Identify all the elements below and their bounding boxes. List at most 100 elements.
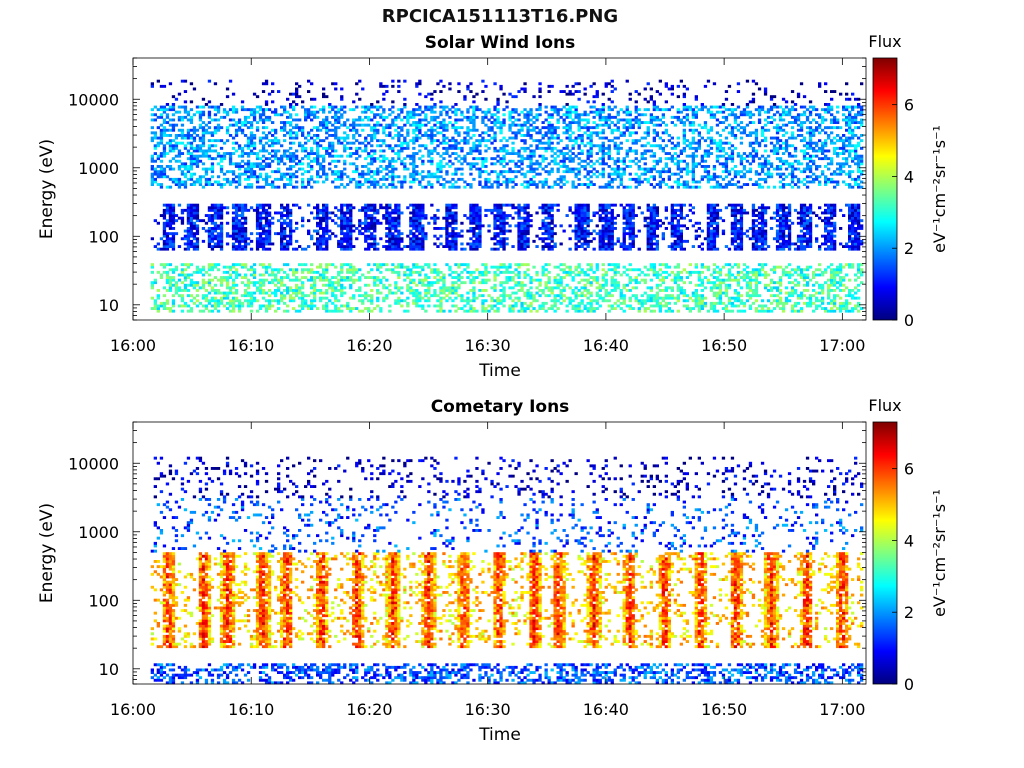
heatmap-cell	[538, 172, 542, 176]
heatmap-cell	[523, 242, 527, 246]
heatmap-cell	[310, 136, 314, 140]
heatmap-cell	[234, 214, 239, 217]
heatmap-cell	[478, 221, 482, 225]
heatmap-cell	[385, 247, 389, 251]
heatmap-cell	[469, 167, 473, 171]
heatmap-cell	[508, 304, 512, 308]
heatmap-cell	[301, 177, 305, 181]
heatmap-cell	[267, 265, 272, 269]
heatmap-cell	[304, 115, 308, 119]
heatmap-cell	[267, 304, 272, 308]
heatmap-cell	[583, 167, 587, 171]
heatmap-cell	[264, 162, 269, 166]
heatmap-cell	[228, 118, 233, 122]
heatmap-cell	[565, 214, 569, 217]
heatmap-cell	[225, 110, 230, 114]
heatmap-cell	[469, 203, 473, 207]
heatmap-cell	[322, 108, 326, 112]
heatmap-cell	[210, 134, 215, 137]
heatmap-cell	[343, 172, 347, 176]
heatmap-cell	[439, 110, 443, 114]
heatmap-cell	[183, 289, 188, 292]
heatmap-cell	[162, 232, 167, 236]
heatmap-cell	[258, 108, 263, 112]
heatmap-cell	[171, 219, 176, 223]
heatmap-cell	[168, 309, 173, 313]
heatmap-cell	[186, 177, 191, 181]
heatmap-cell	[304, 304, 308, 308]
heatmap-cell	[346, 242, 350, 246]
heatmap-cell	[267, 206, 272, 210]
heatmap-cell	[261, 131, 266, 135]
heatmap-cell	[547, 115, 551, 119]
heatmap-cell	[358, 229, 362, 233]
heatmap-cell	[526, 224, 530, 228]
heatmap-cell	[313, 141, 317, 145]
heatmap-cell	[508, 296, 512, 300]
heatmap-cell	[162, 234, 167, 238]
heatmap-cell	[547, 113, 551, 117]
heatmap-cell	[511, 115, 515, 119]
heatmap-cell	[195, 227, 200, 230]
heatmap-cell	[460, 296, 464, 300]
heatmap-cell	[153, 304, 157, 308]
heatmap-cell	[174, 141, 179, 145]
heatmap-cell	[520, 208, 524, 212]
heatmap-cell	[496, 268, 500, 272]
heatmap-cell	[186, 242, 191, 246]
heatmap-cell	[346, 206, 350, 210]
heatmap-cell	[499, 221, 503, 225]
heatmap-cell	[478, 237, 482, 241]
heatmap-cell	[517, 242, 521, 246]
heatmap-cell	[255, 185, 260, 189]
heatmap-cell	[577, 309, 581, 313]
heatmap-cell	[580, 234, 584, 238]
heatmap-cell	[231, 118, 236, 122]
heatmap-cell	[427, 154, 431, 158]
heatmap-cell	[183, 90, 188, 93]
heatmap-cell	[370, 136, 374, 140]
heatmap-cell	[445, 123, 449, 127]
heatmap-cell	[298, 144, 302, 148]
heatmap-cell	[502, 123, 506, 127]
heatmap-cell	[219, 245, 224, 248]
heatmap-cell	[373, 247, 377, 251]
heatmap-cell	[511, 291, 515, 295]
heatmap-cell	[331, 232, 335, 236]
heatmap-cell	[237, 172, 242, 176]
heatmap-cell	[280, 211, 284, 215]
heatmap-cell	[165, 245, 170, 248]
heatmap-cell	[180, 219, 185, 223]
heatmap-cell	[574, 90, 578, 93]
heatmap-cell	[249, 172, 254, 176]
heatmap-cell	[556, 126, 560, 130]
heatmap-cell	[481, 165, 485, 168]
heatmap-cell	[274, 294, 278, 298]
heatmap-cell	[358, 219, 362, 223]
heatmap-cell	[159, 175, 164, 179]
heatmap-cell	[331, 219, 335, 223]
heatmap-cell	[376, 139, 380, 143]
heatmap-cell	[415, 219, 419, 223]
heatmap-cell	[502, 281, 506, 285]
heatmap-cell	[234, 165, 239, 168]
heatmap-cell	[183, 144, 188, 148]
heatmap-cell	[589, 165, 593, 168]
heatmap-cell	[343, 167, 347, 171]
heatmap-cell	[520, 206, 524, 210]
heatmap-cell	[484, 165, 488, 168]
heatmap-cell	[313, 278, 317, 282]
heatmap-cell	[198, 268, 203, 272]
heatmap-cell	[544, 141, 548, 145]
heatmap-cell	[316, 237, 320, 241]
heatmap-cell	[583, 206, 587, 210]
heatmap-cell	[295, 289, 299, 292]
heatmap-cell	[403, 299, 407, 303]
heatmap-cell	[553, 146, 557, 150]
heatmap-cell	[424, 108, 428, 112]
heatmap-cell	[415, 170, 419, 174]
heatmap-cell	[397, 108, 401, 112]
heatmap-cell	[228, 299, 233, 303]
heatmap-cell	[286, 263, 290, 267]
heatmap-cell	[541, 206, 545, 210]
